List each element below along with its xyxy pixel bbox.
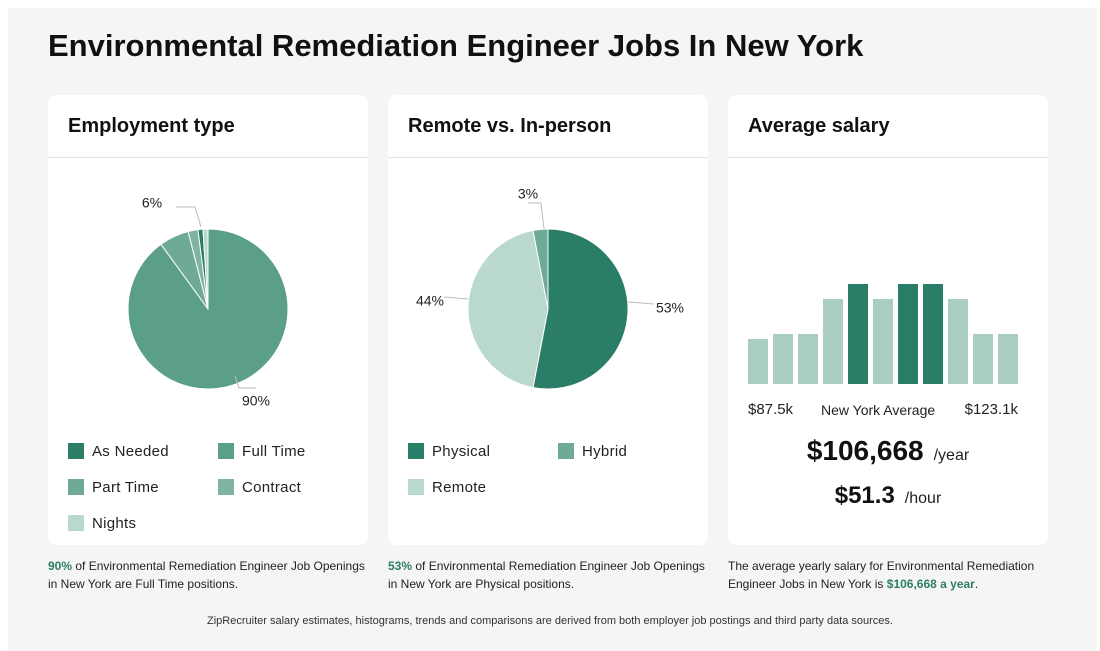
salary-hourly-value: $51.3 [834, 482, 895, 509]
salary-bar [923, 284, 943, 384]
legend-label: Contract [242, 478, 302, 496]
legend-label: Nights [92, 514, 137, 532]
salary-bar [748, 339, 768, 384]
legend-item-as-needed: As Needed [68, 441, 169, 461]
pie-slice-nights [202, 228, 209, 310]
pie-label-full-time: 90% [242, 393, 270, 409]
salary-caption: The average yearly salary for Environmen… [728, 557, 1043, 593]
salary-yearly-value: $106,668 [806, 435, 924, 466]
employment-caption-pct: 90% [48, 559, 73, 573]
legend-swatch [68, 479, 84, 495]
pie-leader-hybrid [528, 202, 545, 230]
legend-item-contract: Contract [218, 477, 301, 497]
legend-item-remote: Remote [408, 477, 486, 497]
legend-item-part-time: Part Time [68, 477, 159, 497]
pie-slice-hybrid [532, 228, 549, 310]
legend-swatch [218, 479, 234, 495]
employment-caption-text: of Environmental Remediation Engineer Jo… [48, 559, 365, 591]
salary-hourly: $51.3/hour [728, 482, 1048, 510]
remote-title: Remote vs. In-person [388, 95, 708, 158]
pie-leader-part-time [176, 206, 202, 228]
salary-hourly-unit: /hour [904, 490, 942, 507]
legend-item-physical: Physical [408, 441, 490, 461]
legend-label: As Needed [92, 442, 169, 460]
salary-range-labels: $87.5k New York Average $123.1k [748, 401, 1028, 421]
pie-leader-full-time [234, 375, 256, 389]
pie-label-remote: 44% [416, 293, 444, 309]
remote-caption-pct: 53% [388, 559, 413, 573]
salary-caption-prefix: The average yearly salary for Environmen… [728, 559, 1035, 591]
salary-bar [948, 299, 968, 384]
legend-label: Hybrid [582, 442, 628, 460]
pie-leader-remote [443, 296, 469, 300]
salary-bar [973, 334, 993, 384]
salary-bar [898, 284, 918, 384]
salary-caption-suffix: . [974, 577, 979, 591]
salary-yearly: $106,668/year [728, 435, 1048, 467]
pie-label-hybrid: 3% [518, 186, 538, 202]
legend-label: Full Time [242, 442, 306, 460]
salary-bar [873, 299, 893, 384]
legend-swatch [408, 479, 424, 495]
legend-swatch [68, 443, 84, 459]
salary-bar [998, 334, 1018, 384]
legend-label: Remote [432, 478, 487, 496]
legend-swatch [68, 515, 84, 531]
pie-slice-physical [532, 228, 629, 390]
salary-low-label: $87.5k [748, 401, 794, 418]
pie-leader-physical [627, 301, 655, 305]
employment-type-card: Employment type 90% 6% As Needed Full Time… [48, 95, 368, 545]
pie-label-part-time: 6% [142, 195, 162, 211]
salary-bar [823, 299, 843, 384]
salary-bar [798, 334, 818, 384]
salary-caption-highlight: $106,668 a year [886, 577, 975, 591]
footer-note: ZipRecruiter salary estimates, histogram… [207, 615, 893, 627]
remote-card: Remote vs. In-person 53% 44% 3% Physical Hy… [388, 95, 708, 545]
salary-mid-label: New York Average [821, 402, 936, 418]
salary-bar [773, 334, 793, 384]
legend-item-full-time: Full Time [218, 441, 306, 461]
legend-label: Physical [432, 442, 491, 460]
salary-title: Average salary [728, 95, 1048, 158]
salary-high-label: $123.1k [964, 401, 1018, 418]
legend-swatch [408, 443, 424, 459]
pie-label-physical: 53% [656, 300, 684, 316]
legend-label: Part Time [92, 478, 159, 496]
remote-pie-chart: 53% 44% 3% [416, 186, 684, 390]
page-title: Environmental Remediation Engineer Jobs … [48, 28, 864, 63]
legend-item-hybrid: Hybrid [558, 441, 627, 461]
remote-caption: 53% of Environmental Remediation Enginee… [388, 557, 708, 593]
salary-bar [848, 284, 868, 384]
employment-type-pie-chart: 90% 6% [127, 195, 289, 409]
employment-caption: 90% of Environmental Remediation Enginee… [48, 557, 368, 593]
employment-type-title: Employment type [48, 95, 368, 158]
salary-card: Average salary $87.5k New York Average $… [728, 95, 1048, 545]
legend-swatch [218, 443, 234, 459]
salary-histogram [748, 284, 1018, 384]
salary-yearly-unit: /year [933, 447, 970, 464]
remote-caption-text: of Environmental Remediation Engineer Jo… [388, 559, 705, 591]
pie-slice-remote [467, 229, 549, 389]
legend-swatch [558, 443, 574, 459]
legend-item-nights: Nights [68, 513, 136, 533]
